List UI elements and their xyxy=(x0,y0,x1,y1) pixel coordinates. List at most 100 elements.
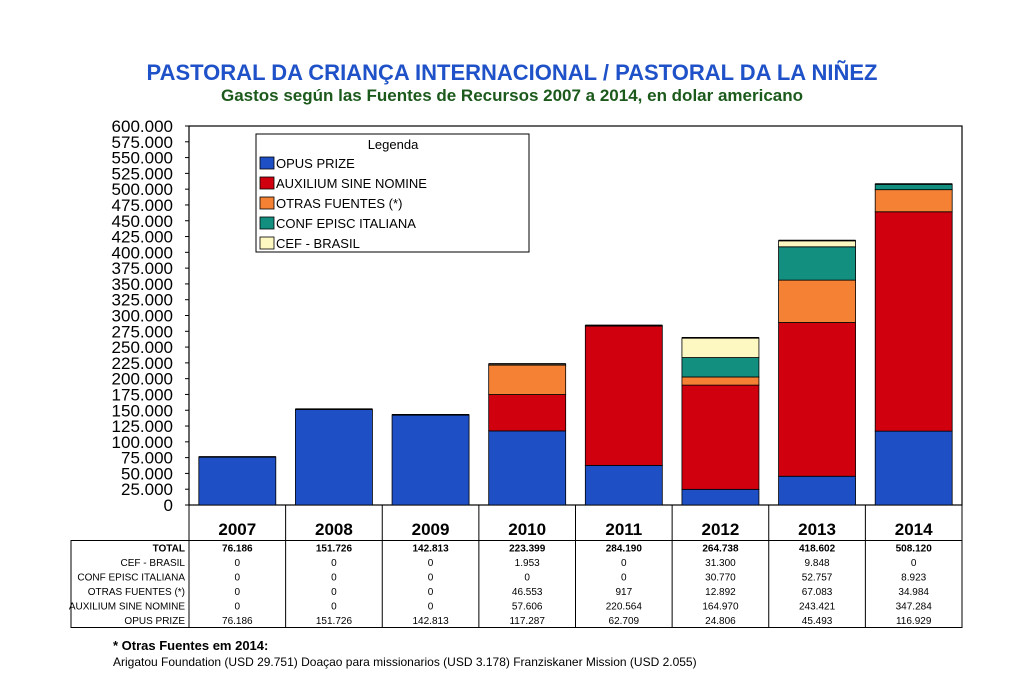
table-cell: 164.970 xyxy=(702,602,739,613)
footnote-title: * Otras Fuentes em 2014: xyxy=(113,638,269,653)
y-tick-label: 75.000 xyxy=(121,449,173,468)
bar-segment xyxy=(681,337,760,358)
table-row-label: CONF EPISC ITALIANA xyxy=(77,573,185,584)
table-row-label: OPUS PRIZE xyxy=(124,616,185,627)
table-cell: 67.083 xyxy=(802,587,833,598)
bar-segment xyxy=(778,240,856,248)
legend-swatch xyxy=(259,196,275,210)
table-cell: 142.813 xyxy=(412,544,449,555)
y-tick-label: 25.000 xyxy=(121,480,173,499)
table-cell: 76.186 xyxy=(222,616,253,627)
y-tick-label: 450.000 xyxy=(112,212,173,231)
y-tick-label: 150.000 xyxy=(112,401,173,420)
table-cell: 0 xyxy=(331,587,337,598)
y-tick-label: 600.000 xyxy=(112,117,173,136)
table-cell: 0 xyxy=(235,602,241,613)
table-cell: 46.553 xyxy=(512,587,543,598)
table-row-label: TOTAL xyxy=(153,544,185,555)
bar-segment xyxy=(584,325,663,466)
y-tick-label: 175.000 xyxy=(112,385,173,404)
table-row-label: CEF - BRASIL xyxy=(121,558,186,569)
table-cell: 917 xyxy=(615,587,632,598)
y-tick-label: 475.000 xyxy=(112,196,173,215)
y-tick-label: 550.000 xyxy=(112,149,173,168)
y-tick-label: 125.000 xyxy=(112,417,173,436)
x-category-label: 2012 xyxy=(702,520,740,539)
table-cell: 0 xyxy=(331,602,337,613)
table-row-label: AUXILIUM SINE NOMINE xyxy=(69,602,185,613)
table-cell: 76.186 xyxy=(222,544,253,555)
bar-segment xyxy=(778,475,856,506)
table-cell: 243.421 xyxy=(799,602,836,613)
y-tick-label: 0 xyxy=(164,496,173,515)
y-tick-label: 425.000 xyxy=(112,228,173,247)
table-cell: 220.564 xyxy=(606,602,643,613)
table-cell: 45.493 xyxy=(802,616,833,627)
x-category-label: 2009 xyxy=(412,520,450,539)
legend-label: AUXILIUM SINE NOMINE xyxy=(276,176,427,191)
bar-segment xyxy=(778,322,856,477)
legend-label: CONF EPISC ITALIANA xyxy=(276,216,416,231)
table-cell: 30.770 xyxy=(705,573,736,584)
y-tick-label: 375.000 xyxy=(112,259,173,278)
legend-label: OTRAS FUENTES (*) xyxy=(276,196,402,211)
legend-label: CEF - BRASIL xyxy=(276,236,360,251)
table-cell: 142.813 xyxy=(412,616,449,627)
legend-swatch xyxy=(259,236,275,250)
bar-segment xyxy=(391,414,470,506)
bar-segment xyxy=(681,357,760,378)
bar-segment xyxy=(584,464,663,506)
y-tick-label: 225.000 xyxy=(112,354,173,373)
bar-segment xyxy=(488,364,567,395)
x-category-label: 2014 xyxy=(895,520,933,539)
table-cell: 52.757 xyxy=(802,573,833,584)
table-cell: 116.929 xyxy=(896,616,932,627)
table-cell: 117.287 xyxy=(509,616,545,627)
legend-swatch xyxy=(259,216,275,230)
bar-segment xyxy=(681,384,760,490)
table-cell: 9.848 xyxy=(805,558,830,569)
y-tick-label: 50.000 xyxy=(121,464,173,483)
x-category-label: 2013 xyxy=(798,520,836,539)
table-cell: 0 xyxy=(428,602,434,613)
table-cell: 0 xyxy=(524,573,530,584)
x-category-label: 2011 xyxy=(605,520,642,539)
y-tick-label: 100.000 xyxy=(112,433,173,452)
bar-segment xyxy=(198,456,277,506)
footnote-text: Arigatou Foundation (USD 29.751) Doaçao … xyxy=(113,655,697,669)
y-tick-label: 350.000 xyxy=(112,275,173,294)
table-cell: 418.602 xyxy=(799,544,836,555)
table-cell: 0 xyxy=(428,558,434,569)
table-cell: 8.923 xyxy=(901,573,926,584)
table-row-label: OTRAS FUENTES (*) xyxy=(88,587,185,598)
y-tick-label: 300.000 xyxy=(112,307,173,326)
table-cell: 151.726 xyxy=(316,616,353,627)
bar-segment xyxy=(874,183,953,191)
table-cell: 31.300 xyxy=(705,558,736,569)
y-tick-label: 400.000 xyxy=(112,243,173,262)
bar-segment xyxy=(874,211,953,432)
table-cell: 284.190 xyxy=(606,544,643,555)
y-tick-label: 525.000 xyxy=(112,164,173,183)
bar-segment xyxy=(874,189,953,213)
table-cell: 0 xyxy=(235,558,241,569)
table-cell: 0 xyxy=(621,558,627,569)
table-cell: 0 xyxy=(911,558,917,569)
y-tick-label: 575.000 xyxy=(112,133,173,152)
y-tick-label: 325.000 xyxy=(112,291,173,310)
bar-segment xyxy=(488,430,567,506)
table-cell: 1.953 xyxy=(515,558,540,569)
y-tick-label: 275.000 xyxy=(112,322,173,341)
chart-subtitle: Gastos según las Fuentes de Recursos 200… xyxy=(220,86,804,105)
table-cell: 0 xyxy=(621,573,627,584)
table-cell: 0 xyxy=(428,573,434,584)
table-cell: 264.738 xyxy=(702,544,739,555)
table-cell: 223.399 xyxy=(509,544,546,555)
y-tick-label: 250.000 xyxy=(112,338,173,357)
x-category-label: 2010 xyxy=(508,520,546,539)
legend-swatch xyxy=(259,156,275,170)
table-cell: 151.726 xyxy=(316,544,353,555)
bar-segment xyxy=(874,430,953,506)
bar-segment xyxy=(778,279,856,323)
